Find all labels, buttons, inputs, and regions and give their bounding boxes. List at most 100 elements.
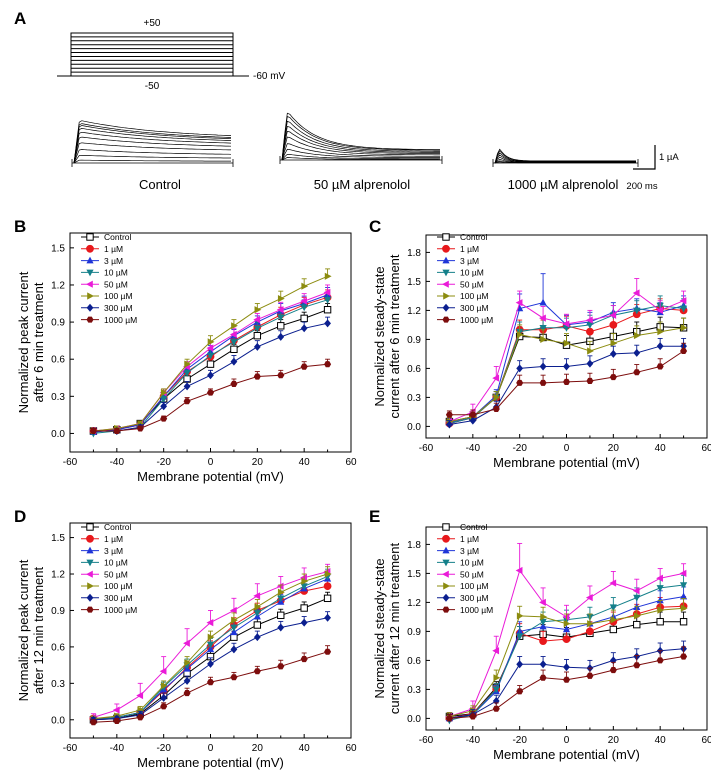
current-trace: [281, 143, 440, 161]
data-point: [230, 645, 238, 654]
series-1000-m: [445, 342, 688, 418]
data-point: [539, 618, 547, 626]
data-point: [540, 613, 548, 621]
y-tick-label: 1.8: [407, 248, 421, 259]
data-point: [159, 667, 167, 675]
data-point: [300, 604, 308, 612]
y-tick-label: 1.5: [407, 569, 421, 580]
y-axis-label-line: after 12 min treatment: [31, 567, 46, 695]
series-1000-m: [89, 358, 332, 434]
data-point: [160, 402, 168, 411]
legend-label: 1 µM: [460, 534, 479, 544]
data-point: [609, 667, 617, 674]
data-point: [230, 339, 238, 346]
data-point: [253, 633, 261, 642]
y-tick-label: 0.0: [407, 422, 421, 433]
data-point: [277, 294, 285, 303]
data-point: [206, 344, 214, 352]
y-axis-label-line: Normalized peak current: [16, 559, 31, 701]
data-point: [679, 569, 687, 577]
y-axis-label: Normalized steady-state current after 6 m…: [372, 254, 402, 418]
legend-marker: [86, 256, 94, 264]
legend-marker: [87, 292, 94, 300]
data-point: [587, 347, 594, 355]
legend-label: 100 µM: [460, 581, 489, 591]
current-trace: [281, 112, 441, 161]
legend-marker: [442, 303, 450, 312]
data-point: [230, 624, 238, 632]
data-point: [493, 393, 501, 401]
legend-label: 100 µM: [104, 291, 133, 301]
data-point: [277, 588, 285, 596]
data-point: [230, 345, 238, 354]
data-point: [539, 325, 547, 332]
data-point: [300, 618, 308, 627]
legend-marker: [442, 316, 450, 323]
legend-label: 3 µM: [460, 256, 479, 266]
data-point: [633, 307, 641, 315]
data-point: [563, 663, 570, 672]
current-trace: [281, 120, 440, 161]
data-point: [563, 362, 570, 371]
y-tick-label: 0.0: [51, 429, 65, 440]
legend-label: 300 µM: [104, 303, 133, 313]
legend-marker: [442, 559, 450, 567]
legend-label: 10 µM: [460, 268, 484, 278]
series-line: [449, 345, 684, 425]
current-trace: [281, 125, 440, 161]
x-tick-label: -60: [63, 457, 78, 468]
data-point: [680, 324, 688, 332]
data-point: [277, 372, 285, 379]
data-point: [206, 641, 215, 649]
x-tick-label: 0: [208, 743, 214, 754]
current-trace: [281, 130, 440, 161]
legend-label: 3 µM: [104, 546, 123, 556]
x-tick-label: 0: [564, 443, 570, 454]
x-axis-label: Membrane potential (mV): [137, 469, 284, 484]
data-point: [300, 583, 308, 591]
data-point: [586, 359, 594, 368]
trace-label-50um: 50 µM alprenolol: [314, 177, 410, 192]
data-point: [633, 369, 641, 376]
data-point: [324, 613, 331, 622]
data-point: [207, 338, 215, 346]
data-point: [323, 297, 332, 304]
data-point: [680, 653, 688, 660]
data-point: [563, 339, 571, 347]
x-tick-label: 40: [299, 743, 311, 754]
data-point: [300, 324, 308, 333]
data-point: [277, 314, 285, 322]
data-point: [160, 693, 168, 702]
data-point: [539, 598, 546, 606]
x-tick-label: 40: [655, 735, 667, 746]
legend-label: 1000 µM: [460, 315, 493, 325]
data-point: [207, 633, 215, 641]
data-point: [585, 316, 593, 324]
data-point: [253, 621, 262, 629]
data-point: [516, 612, 524, 620]
data-point: [515, 299, 523, 307]
data-point: [633, 594, 641, 602]
legend-label: 50 µM: [460, 279, 484, 289]
data-point: [656, 596, 664, 604]
data-point: [492, 686, 500, 694]
legend-label: 1 µM: [104, 534, 123, 544]
x-tick-label: 0: [564, 735, 570, 746]
voltage-protocol: [57, 32, 249, 77]
legend-marker: [443, 292, 450, 300]
panel-letter: C: [369, 217, 381, 236]
current-trace: [73, 149, 232, 164]
scale-bar: [633, 145, 656, 170]
legend-label: 3 µM: [460, 546, 479, 556]
x-tick-label: 0: [208, 457, 214, 468]
trace-group-1000um: [492, 148, 639, 167]
y-tick-label: 0.0: [51, 715, 65, 726]
data-point: [253, 325, 261, 333]
panel-letter: D: [14, 507, 26, 526]
data-point: [656, 363, 664, 370]
protocol-top-label: +50: [144, 18, 161, 29]
x-axis-label: Membrane potential (mV): [137, 755, 284, 770]
series-1000-m: [445, 646, 688, 722]
